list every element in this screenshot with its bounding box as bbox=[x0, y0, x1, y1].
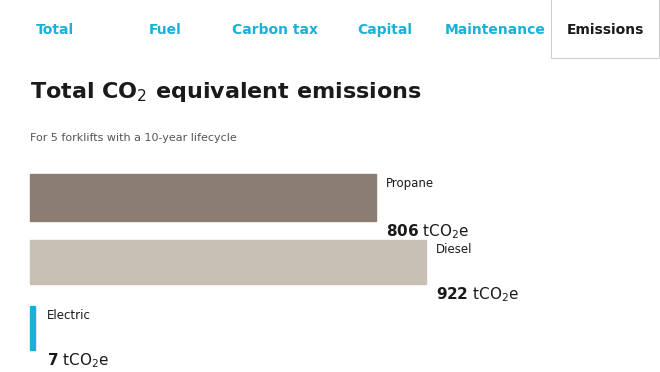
Bar bbox=[30, 174, 376, 221]
Text: Fuel: Fuel bbox=[148, 23, 182, 37]
FancyBboxPatch shape bbox=[550, 0, 659, 58]
Text: Maintenance: Maintenance bbox=[445, 23, 545, 37]
Text: Capital: Capital bbox=[358, 23, 412, 37]
Text: Diesel: Diesel bbox=[436, 243, 472, 256]
Text: Propane: Propane bbox=[386, 177, 434, 190]
Text: Electric: Electric bbox=[47, 309, 90, 322]
Text: $\bf{922}$ tCO$_2$e: $\bf{922}$ tCO$_2$e bbox=[436, 286, 519, 304]
Text: $\bf{7}$ tCO$_2$e: $\bf{7}$ tCO$_2$e bbox=[47, 352, 109, 370]
Text: For 5 forklifts with a 10-year lifecycle: For 5 forklifts with a 10-year lifecycle bbox=[30, 133, 236, 143]
Bar bbox=[30, 306, 35, 350]
Bar bbox=[30, 240, 426, 284]
Text: Total CO$_2$ equivalent emissions: Total CO$_2$ equivalent emissions bbox=[30, 80, 421, 104]
Text: Total: Total bbox=[36, 23, 74, 37]
Text: Emissions: Emissions bbox=[566, 23, 644, 37]
Text: $\bf{806}$ tCO$_2$e: $\bf{806}$ tCO$_2$e bbox=[386, 223, 469, 241]
Text: Carbon tax: Carbon tax bbox=[232, 23, 318, 37]
